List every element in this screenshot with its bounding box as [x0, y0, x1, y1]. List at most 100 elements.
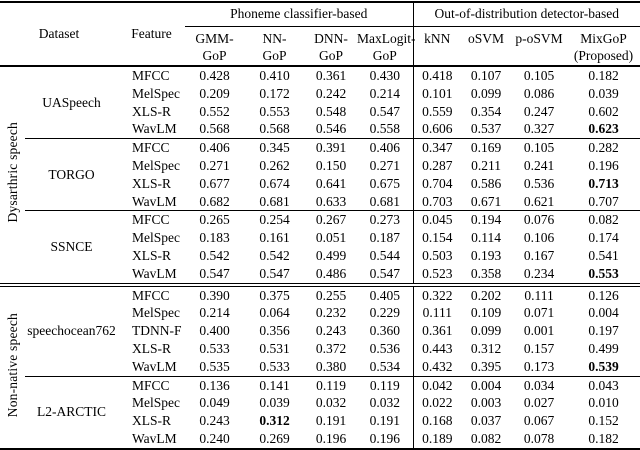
value-cell: 0.182: [588, 68, 619, 83]
value-cell: 0.312: [259, 413, 290, 429]
value-cell: 0.677: [199, 175, 230, 191]
dataset-name: SSNCE: [25, 210, 119, 285]
value-cell: 0.531: [259, 340, 290, 356]
value-cell: 0.536: [523, 175, 555, 191]
value-cell: 0.327: [523, 121, 555, 137]
value-cell: 0.168: [412, 412, 462, 430]
section-label: Non-native speech: [4, 312, 20, 417]
value-cell: 0.358: [470, 265, 502, 281]
value-cell: 0.150: [315, 157, 347, 173]
value-cell: 0.232: [315, 305, 347, 321]
feature-name: TDNN-F: [132, 323, 182, 339]
value-cell: 0.606: [412, 120, 462, 139]
feature-name: XLS-R: [132, 175, 172, 191]
value-cell: 0.541: [588, 247, 619, 263]
method-label: MaxLogit-: [357, 30, 416, 46]
table-row: XLS-R 0.552 0.553 0.548 0.547 0.559 0.354 0.247…: [0, 102, 640, 121]
value-cell: 0.681: [369, 193, 400, 209]
section-label: Dysarthric speech: [4, 122, 20, 223]
value-cell: 0.395: [470, 358, 502, 374]
value-cell: 0.240: [199, 430, 230, 446]
table-body: Dysarthric speech UASpeech MFCC 0.428 0.410 0…: [0, 66, 640, 449]
value-cell: 0.152: [588, 413, 619, 429]
value-cell: 0.101: [412, 84, 462, 103]
value-cell: 0.539: [588, 358, 619, 374]
table-row: SSNCE MFCC 0.265 0.254 0.267 0.273 0.045 0.194 0…: [0, 210, 640, 285]
value-cell: 0.082: [470, 430, 502, 446]
value-cell: 0.099: [470, 323, 502, 339]
value-cell: 0.111: [412, 304, 462, 323]
value-cell: 0.126: [567, 282, 640, 305]
value-cell: 0.537: [470, 121, 502, 137]
value-cell: 0.105: [511, 138, 568, 157]
dataset-name: speechocean762: [25, 282, 119, 377]
feature-name: MelSpec: [132, 395, 181, 411]
value-cell: 0.045: [412, 210, 462, 230]
section-cell: Non-native speech: [0, 282, 25, 449]
value-cell: 0.105: [523, 68, 555, 83]
value-cell: 0.544: [369, 247, 400, 263]
value-cell: 0.405: [357, 282, 414, 305]
method-label: p-oSVM: [515, 30, 563, 46]
value-cell: 0.391: [305, 138, 358, 157]
value-cell: 0.671: [470, 193, 502, 209]
value-cell: 0.182: [588, 430, 619, 446]
col-header-dataset: Dataset: [0, 2, 119, 67]
value-cell: 0.004: [588, 305, 619, 321]
value-cell: 0.499: [315, 247, 347, 263]
value-cell: 0.356: [259, 323, 290, 339]
value-cell: 0.032: [369, 395, 400, 411]
header-row-groups: Dataset Feature Phoneme classifier-based…: [0, 2, 640, 67]
header-row-methods: GMM- GoP NN- GoP DNN- GoP MaxLogit- GoP kNN …: [0, 26, 640, 67]
value-cell: 0.586: [470, 175, 502, 191]
value-cell: 0.027: [523, 395, 555, 411]
table-row: XLS-R 0.533 0.531 0.372 0.536 0.443 0.312 0.157…: [0, 339, 640, 358]
value-cell: 0.154: [412, 229, 462, 247]
value-cell: 0.410: [259, 68, 290, 83]
value-cell: 0.209: [199, 85, 230, 101]
value-cell: 0.051: [315, 230, 347, 246]
value-cell: 0.107: [470, 68, 502, 83]
value-cell: 0.375: [244, 282, 306, 305]
value-cell: 0.428: [199, 68, 230, 83]
method-label-line2: GoP: [372, 47, 397, 63]
value-cell: 0.086: [523, 85, 555, 101]
value-cell: 0.003: [470, 395, 502, 411]
value-cell: 0.536: [369, 340, 400, 356]
value-cell: 0.064: [259, 305, 290, 321]
value-cell: 0.067: [523, 413, 555, 429]
value-cell: 0.191: [315, 413, 347, 429]
value-cell: 0.674: [259, 175, 290, 191]
value-cell: 0.534: [369, 358, 400, 374]
feature-name: MelSpec: [132, 157, 181, 173]
value-cell: 0.347: [412, 138, 462, 157]
value-cell: 0.197: [588, 323, 619, 339]
value-cell: 0.361: [412, 322, 462, 340]
table-row: XLS-R 0.243 0.312 0.191 0.191 0.168 0.037 0.067…: [0, 412, 640, 430]
value-cell: 0.193: [470, 247, 502, 263]
value-cell: 0.172: [259, 85, 290, 101]
table-row: WavLM 0.547 0.547 0.486 0.547 0.523 0.358 0.234…: [0, 264, 640, 285]
feature-name: WavLM: [132, 265, 177, 281]
feature-name: MFCC: [132, 68, 170, 83]
value-cell: 0.380: [315, 358, 347, 374]
value-cell: 0.542: [259, 247, 290, 263]
value-cell: 0.039: [259, 395, 290, 411]
feature-name: XLS-R: [132, 340, 172, 356]
dataset-name: L2-ARCTIC: [25, 375, 119, 449]
value-cell: 0.282: [567, 138, 640, 157]
value-cell: 0.287: [412, 156, 462, 175]
value-cell: 0.312: [470, 340, 502, 356]
value-cell: 0.553: [588, 265, 619, 281]
value-cell: 0.682: [199, 193, 230, 209]
value-cell: 0.553: [259, 103, 290, 119]
value-cell: 0.406: [357, 138, 414, 157]
value-cell: 0.568: [199, 121, 230, 137]
value-cell: 0.043: [567, 375, 640, 395]
col-header-gmm-gop: GMM- GoP: [185, 26, 245, 67]
value-cell: 0.558: [369, 121, 400, 137]
value-cell: 0.486: [315, 265, 347, 281]
value-cell: 0.707: [588, 193, 619, 209]
value-cell: 0.037: [470, 413, 502, 429]
table-row: MelSpec 0.271 0.262 0.150 0.271 0.287 0.211 0.2…: [0, 156, 640, 175]
